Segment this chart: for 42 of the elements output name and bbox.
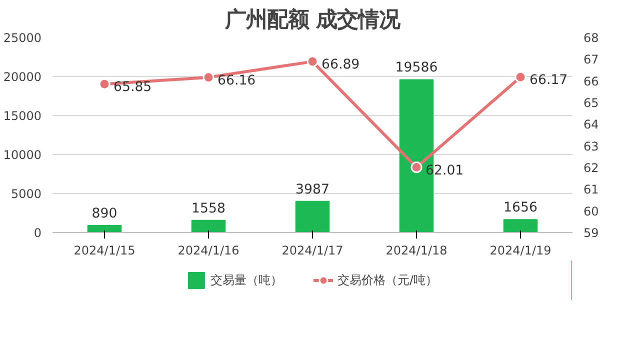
data-label: 3987 [296, 182, 330, 198]
data-label: 19586 [395, 60, 438, 76]
y-tick-label: 0 [34, 226, 42, 240]
bar [295, 200, 330, 232]
legend-label: 交易价格（元/吨） [337, 272, 438, 288]
data-label: 1656 [504, 200, 538, 216]
x-tick-label: 2024/1/19 [490, 244, 552, 258]
data-label: 1558 [192, 201, 226, 216]
legend-label: 交易量（吨） [210, 272, 282, 288]
y2-tick-label: 63 [584, 139, 599, 154]
y-tick-label: 25000 [3, 31, 42, 45]
x-tick-label: 2024/1/18 [386, 244, 448, 258]
point [202, 72, 214, 84]
x-tick-label: 2024/1/16 [178, 244, 240, 258]
y2-tick-label: 67 [584, 52, 599, 67]
y-tick-label: 10000 [3, 148, 42, 162]
bar [503, 219, 538, 232]
x-tick-label: 2024/1/15 [74, 244, 136, 258]
y2-tick-label: 62 [584, 161, 599, 175]
y2-tick-label: 68 [584, 31, 599, 45]
point [410, 162, 422, 174]
data-label: 890 [92, 206, 118, 222]
chart-title: 广州配额 成交情况 [224, 8, 402, 32]
x-tick-label: 2024/1/17 [282, 244, 344, 258]
bar [191, 220, 226, 232]
data-label: 66.89 [322, 58, 360, 73]
y2-tick-label: 66 [584, 74, 599, 88]
y2-tick-label: 59 [584, 226, 599, 240]
y2-tick-label: 64 [584, 118, 599, 132]
point [514, 71, 526, 83]
y2-tick-label: 61 [584, 182, 599, 197]
point [98, 78, 110, 90]
y-tick-label: 20000 [3, 70, 42, 84]
data-label: 66.16 [218, 73, 256, 88]
y2-tick-label: 65 [584, 96, 599, 110]
data-label: 65.85 [114, 80, 152, 96]
y2-tick-label: 60 [584, 204, 599, 218]
data-label: 66.17 [530, 73, 568, 88]
bar [87, 225, 122, 232]
y-tick-label: 5000 [10, 187, 42, 201]
y-tick-label: 15000 [3, 109, 42, 123]
point [306, 56, 318, 68]
